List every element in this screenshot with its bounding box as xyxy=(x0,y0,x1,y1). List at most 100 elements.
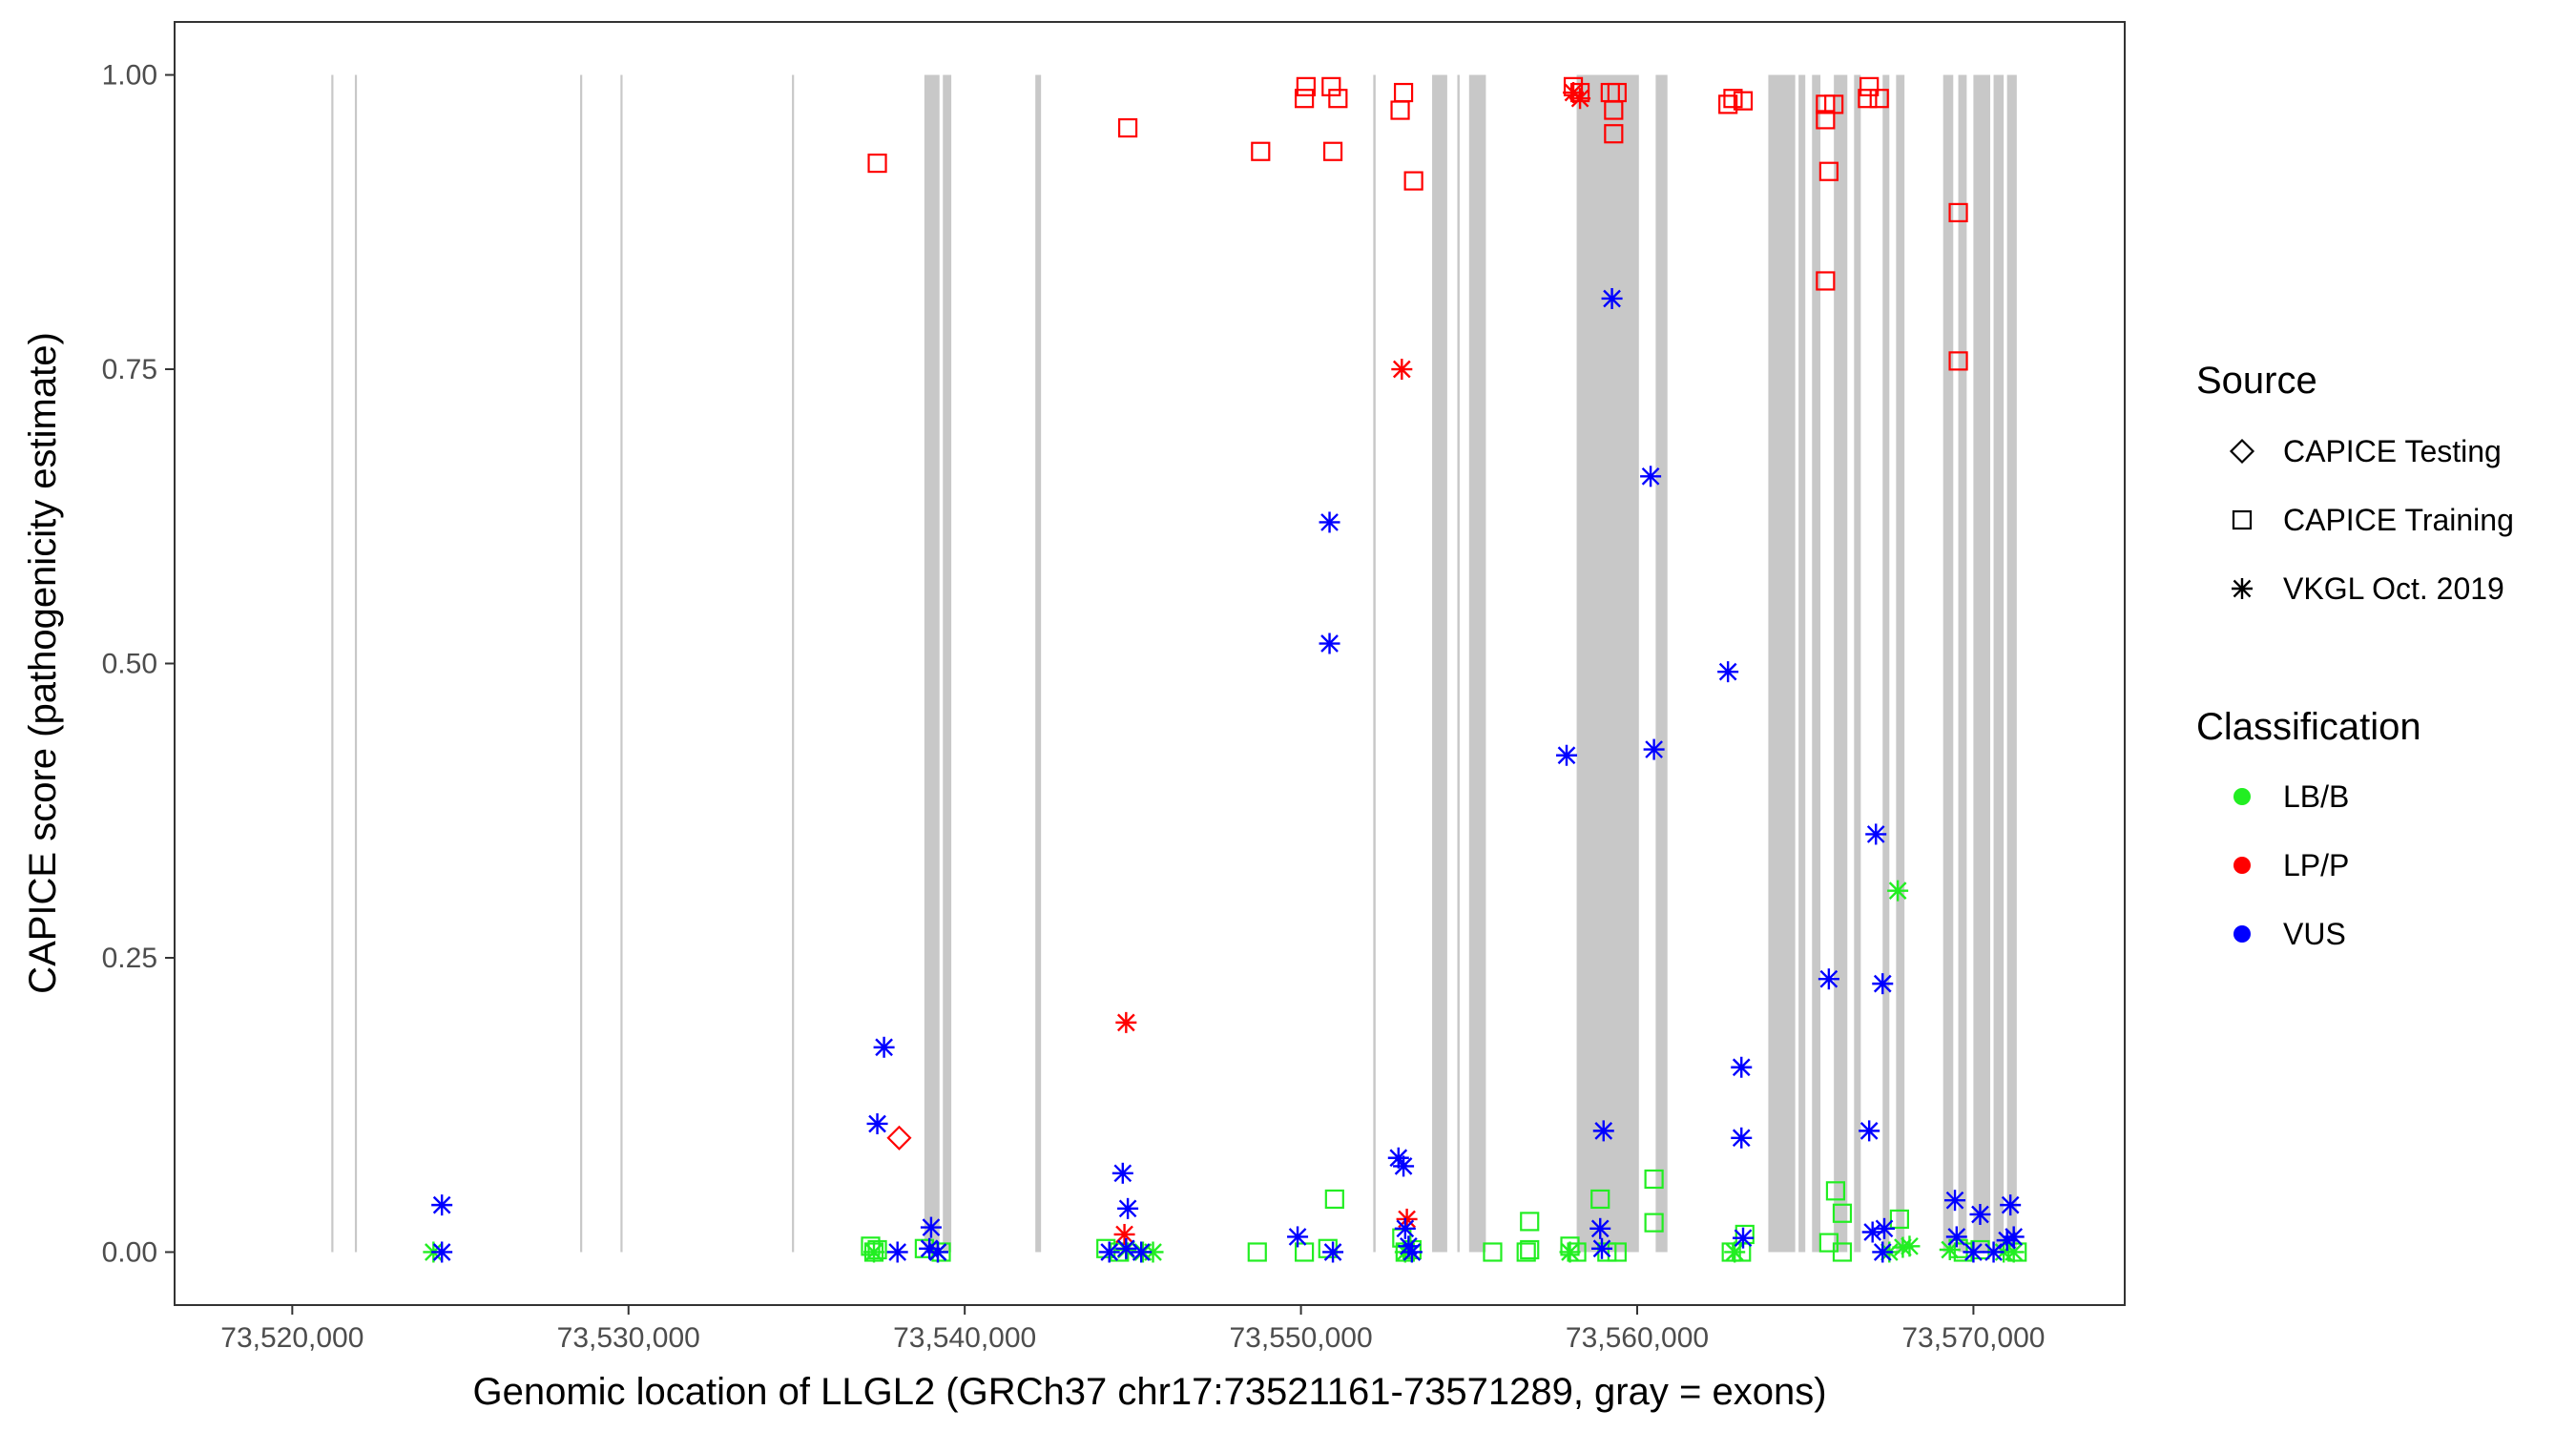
data-point-square xyxy=(1858,89,1878,109)
exon-band xyxy=(1373,74,1376,1253)
exon-bands xyxy=(331,74,2017,1253)
data-point-square xyxy=(867,1239,887,1260)
data-point-asterisk xyxy=(1640,466,1662,487)
legend-key-dot xyxy=(2233,857,2251,874)
exon-band xyxy=(1812,74,1821,1253)
data-point-square xyxy=(1816,271,1836,291)
data-point-asterisk xyxy=(1865,823,1887,845)
data-point-square xyxy=(1889,1209,1909,1230)
exon-band xyxy=(1035,74,1042,1253)
data-point-square xyxy=(1295,89,1315,109)
x-tick-label: 73,570,000 xyxy=(1901,1322,2045,1354)
data-point-square xyxy=(1735,1224,1755,1245)
exon-band xyxy=(1655,74,1668,1253)
x-tick-label: 73,540,000 xyxy=(893,1322,1036,1354)
x-tick-label: 73,550,000 xyxy=(1230,1322,1373,1354)
x-tick-label: 73,530,000 xyxy=(557,1322,700,1354)
data-point-square xyxy=(1247,1242,1267,1262)
x-axis-title: Genomic location of LLGL2 (GRCh37 chr17:… xyxy=(472,1371,1826,1413)
exon-band xyxy=(1958,74,1967,1253)
data-point-square xyxy=(1324,1189,1344,1210)
data-point-asterisk xyxy=(1872,1241,1894,1263)
exon-band xyxy=(354,74,358,1253)
y-tick-label: 0.25 xyxy=(102,943,157,974)
data-point-asterisk xyxy=(1115,1237,1137,1259)
exon-band xyxy=(1432,74,1447,1253)
exon-band xyxy=(943,74,952,1253)
data-point-square xyxy=(1607,1242,1627,1262)
data-point-square xyxy=(1723,89,1743,109)
data-point-asterisk xyxy=(1592,1120,1614,1142)
legend-classification-title: Classification xyxy=(2196,706,2421,748)
data-point-asterisk xyxy=(1872,973,1894,995)
exon-band xyxy=(1882,74,1890,1253)
y-axis: 0.00 0.25 0.50 0.75 1.00 xyxy=(102,60,175,1268)
x-axis: 73,520,000 73,530,000 73,540,000 73,550,000… xyxy=(220,1305,2045,1354)
data-point-asterisk xyxy=(1401,1241,1423,1263)
x-tick-label: 73,520,000 xyxy=(220,1322,364,1354)
data-point-asterisk xyxy=(1944,1190,1966,1212)
data-point-asterisk xyxy=(1963,1241,1984,1263)
data-point-square xyxy=(1322,141,1343,161)
exon-band xyxy=(1468,74,1486,1253)
data-point-asterisk xyxy=(1601,287,1623,309)
data-point-asterisk xyxy=(1098,1241,1120,1263)
data-point-asterisk xyxy=(1394,1217,1416,1239)
legend-classification-label: LP/P xyxy=(2283,848,2349,882)
data-point-asterisk xyxy=(1131,1241,1153,1263)
data-point-square xyxy=(1590,1189,1610,1210)
data-point-diamond xyxy=(886,1125,912,1151)
data-point-square xyxy=(1328,89,1348,109)
data-point-square xyxy=(1644,1169,1664,1190)
legend: Source Classification CAPICE Testing CAPI… xyxy=(2196,360,2514,951)
exon-band xyxy=(792,74,795,1253)
data-point-square xyxy=(1393,82,1414,103)
data-point-square xyxy=(1832,1242,1853,1262)
data-point-asterisk xyxy=(1111,1162,1133,1184)
data-point-asterisk xyxy=(1859,1120,1880,1142)
data-point-asterisk xyxy=(1569,88,1591,110)
data-point-square xyxy=(1948,351,1968,371)
data-point-asterisk xyxy=(1590,1237,1612,1259)
data-point-asterisk xyxy=(1115,1011,1137,1033)
exon-band xyxy=(924,74,940,1253)
data-point-asterisk xyxy=(1322,1241,1344,1263)
data-point-asterisk xyxy=(863,1241,885,1263)
data-point-asterisk xyxy=(1319,511,1340,533)
exon-band xyxy=(1834,74,1848,1253)
data-point-asterisk xyxy=(1643,738,1665,760)
data-point-asterisk xyxy=(1391,359,1413,381)
data-point-asterisk xyxy=(431,1241,453,1263)
data-point-square xyxy=(1516,1242,1536,1262)
data-point-asterisk xyxy=(1996,1230,2018,1252)
data-point-asterisk xyxy=(1113,1223,1135,1245)
legend-source-label: CAPICE Testing xyxy=(2283,434,2502,468)
data-point-asterisk xyxy=(1393,1155,1415,1177)
data-point-asterisk xyxy=(1731,1056,1753,1078)
data-point-square xyxy=(1869,89,1889,109)
data-point-asterisk xyxy=(1983,1241,2005,1263)
data-point-asterisk xyxy=(1733,1227,1755,1249)
data-point-asterisk xyxy=(431,1194,453,1216)
y-tick-label: 0.75 xyxy=(102,354,157,385)
y-tick-label: 0.00 xyxy=(102,1236,157,1268)
exon-band xyxy=(1993,74,2005,1253)
exon-band xyxy=(1798,74,1806,1253)
data-point-square xyxy=(1718,94,1738,114)
data-point-asterisk xyxy=(1717,661,1739,683)
data-point-asterisk xyxy=(1945,1226,1967,1248)
data-point-asterisk xyxy=(920,1216,942,1238)
data-point-square xyxy=(1520,1212,1540,1232)
data-points xyxy=(423,76,2027,1263)
data-point-asterisk xyxy=(1969,1203,1991,1225)
legend-key-dot xyxy=(2233,788,2251,805)
data-point-square xyxy=(1296,76,1316,96)
data-point-asterisk xyxy=(1589,1217,1611,1239)
data-point-square xyxy=(1403,171,1423,191)
exon-band xyxy=(331,74,334,1253)
y-tick-label: 1.00 xyxy=(102,60,157,92)
data-point-square xyxy=(1520,1239,1540,1260)
legend-source-title: Source xyxy=(2196,360,2317,402)
legend-classification-label: LB/B xyxy=(2283,779,2349,814)
data-point-square xyxy=(1251,141,1271,161)
